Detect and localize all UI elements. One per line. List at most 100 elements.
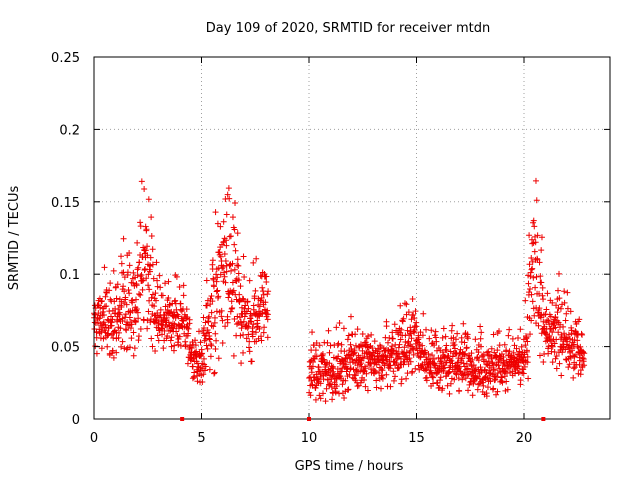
data-point <box>464 335 471 342</box>
data-point <box>120 235 127 242</box>
data-point <box>227 233 234 240</box>
data-point <box>461 339 468 346</box>
data-point <box>201 367 208 374</box>
data-point <box>515 334 522 341</box>
data-point <box>256 325 263 332</box>
data-point <box>347 313 354 320</box>
data-point <box>389 335 396 342</box>
data-point <box>224 319 231 326</box>
data-point <box>134 239 141 246</box>
data-point <box>571 364 578 371</box>
data-point <box>213 308 220 315</box>
data-point <box>229 214 236 221</box>
data-point <box>126 262 133 269</box>
data-point <box>134 309 141 316</box>
data-point <box>325 327 332 334</box>
data-point <box>534 232 541 239</box>
data-point <box>371 367 378 374</box>
data-point <box>549 299 556 306</box>
data-point <box>462 375 469 382</box>
data-point <box>455 375 462 382</box>
data-point <box>98 298 105 305</box>
data-point <box>101 264 108 271</box>
data-point <box>206 335 213 342</box>
data-point <box>518 343 525 350</box>
data-point <box>135 315 142 322</box>
data-point <box>142 266 149 273</box>
data-point <box>499 379 506 386</box>
data-point <box>410 351 417 358</box>
data-point <box>372 368 379 375</box>
data-point <box>361 377 368 384</box>
x-tick-label: 5 <box>197 431 205 446</box>
data-point <box>234 256 241 263</box>
data-point <box>455 365 462 372</box>
data-point <box>208 342 215 349</box>
data-point <box>121 288 128 295</box>
data-point <box>137 326 144 333</box>
data-point <box>532 284 539 291</box>
data-point <box>483 361 490 368</box>
data-point <box>442 333 449 340</box>
data-point <box>491 367 498 374</box>
data-point <box>344 386 351 393</box>
data-point <box>130 329 137 336</box>
data-point <box>261 324 268 331</box>
data-point <box>423 326 430 333</box>
y-tick-label: 0.15 <box>51 196 80 211</box>
data-point <box>444 382 451 389</box>
data-point <box>485 348 492 355</box>
data-point <box>560 343 567 350</box>
data-point <box>419 342 426 349</box>
data-point <box>202 363 209 370</box>
data-point <box>211 314 218 321</box>
data-point <box>262 299 269 306</box>
data-point <box>309 329 316 336</box>
data-point <box>146 268 153 275</box>
data-point <box>565 364 572 371</box>
data-point <box>413 323 420 330</box>
data-point <box>533 273 540 280</box>
data-point <box>401 353 408 360</box>
data-point <box>100 311 107 318</box>
data-point <box>163 314 170 321</box>
data-point <box>526 261 533 268</box>
data-point <box>222 323 229 330</box>
data-point <box>428 327 435 334</box>
data-point <box>320 390 327 397</box>
data-point <box>327 342 334 349</box>
data-point <box>469 392 476 399</box>
data-point <box>553 352 560 359</box>
data-point <box>236 291 243 298</box>
data-point <box>115 329 122 336</box>
data-point <box>237 332 244 339</box>
data-point <box>460 320 467 327</box>
data-point <box>204 345 211 352</box>
data-point <box>119 269 126 276</box>
data-point <box>217 253 224 260</box>
data-point <box>379 367 386 374</box>
data-point <box>214 287 221 294</box>
data-point <box>412 308 419 315</box>
data-point <box>226 195 233 202</box>
data-point <box>475 349 482 356</box>
data-point <box>209 298 216 305</box>
data-point <box>259 284 266 291</box>
data-point <box>411 315 418 322</box>
data-point <box>360 355 367 362</box>
data-point <box>352 331 359 338</box>
data-point <box>351 371 358 378</box>
data-point <box>446 390 453 397</box>
data-point <box>412 365 419 372</box>
data-point <box>425 361 432 368</box>
data-point <box>340 325 347 332</box>
data-point <box>173 273 180 280</box>
data-point <box>342 377 349 384</box>
data-point <box>328 384 335 391</box>
data-point <box>560 323 567 330</box>
data-point <box>126 314 133 321</box>
data-point <box>354 326 361 333</box>
data-point <box>468 350 475 357</box>
data-point <box>487 378 494 385</box>
data-point <box>493 391 500 398</box>
